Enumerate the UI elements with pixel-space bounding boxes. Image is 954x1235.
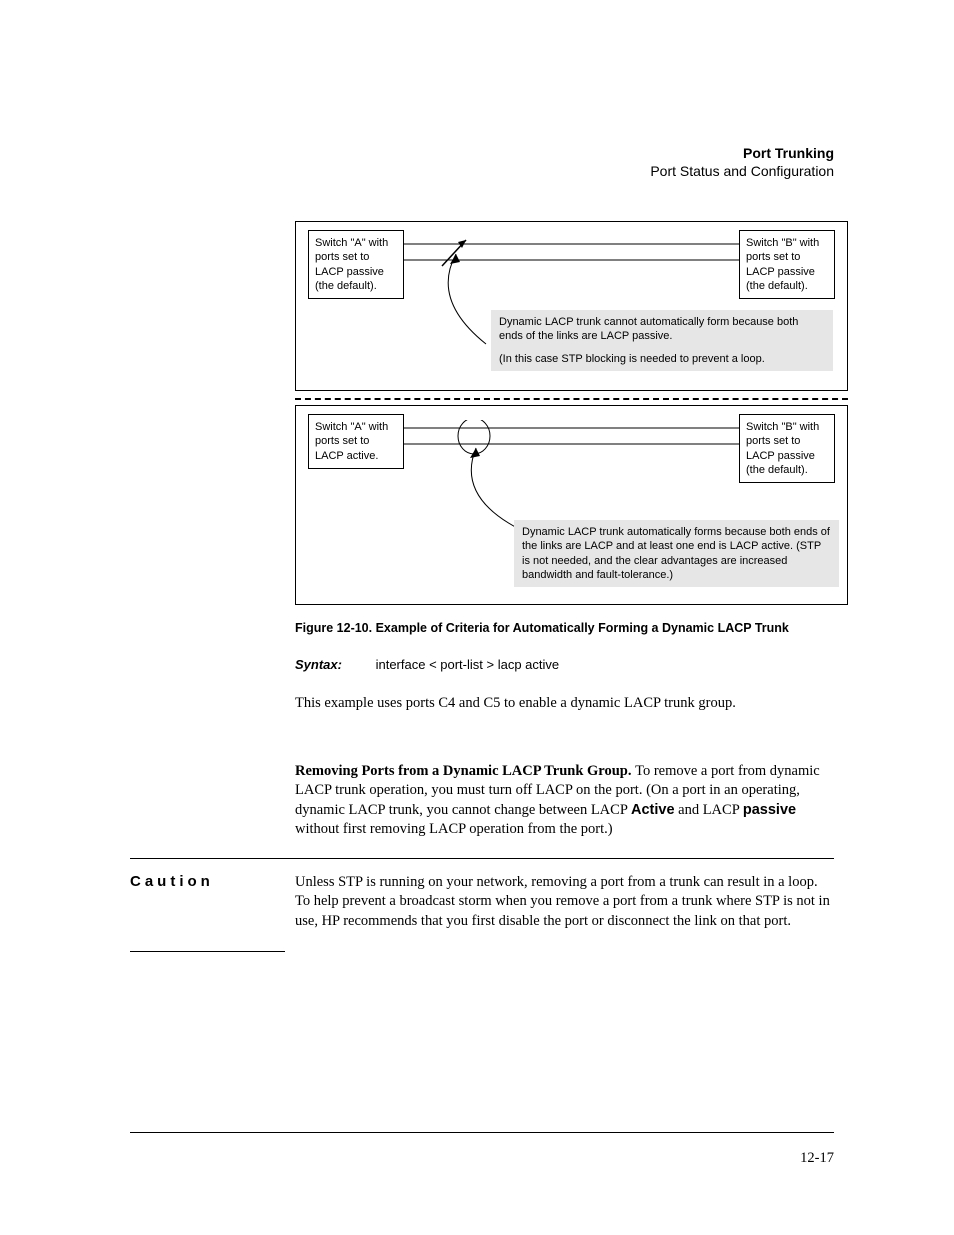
caution-label-wrap: Caution <box>130 873 285 952</box>
paragraph-removing: Removing Ports from a Dynamic LACP Trunk… <box>295 762 834 840</box>
active-bold: Active <box>631 802 675 818</box>
note-top-line1: Dynamic LACP trunk cannot automatically … <box>499 315 825 344</box>
switch-b-box-top: Switch "B" with ports set to LACP passiv… <box>739 230 835 299</box>
note-box-top: Dynamic LACP trunk cannot automatically … <box>491 310 833 371</box>
removing-lead-bold: Removing Ports from a Dynamic LACP Trunk… <box>295 763 635 779</box>
caution-label: Caution <box>130 873 214 890</box>
note-bottom-text: Dynamic LACP trunk automatically forms b… <box>522 525 831 582</box>
switch-a-box-bottom: Switch "A" with ports set to LACP active… <box>308 414 404 469</box>
syntax-line: Syntax: interface < port-list > lacp act… <box>295 657 834 672</box>
syntax-label: Syntax: <box>295 657 342 672</box>
removing-text-mid: and LACP <box>675 802 743 818</box>
footer-rule <box>130 1132 834 1133</box>
diagram-panel-top: Switch "A" with ports set to LACP passiv… <box>295 221 848 391</box>
page-container: Port Trunking Port Status and Configurat… <box>0 0 954 1235</box>
header-title: Port Trunking <box>130 145 834 161</box>
note-box-bottom: Dynamic LACP trunk automatically forms b… <box>514 520 839 587</box>
caution-block: Caution Unless STP is running on your ne… <box>130 858 834 932</box>
header-subtitle: Port Status and Configuration <box>130 163 834 179</box>
content-column: Switch "A" with ports set to LACP passiv… <box>295 221 834 840</box>
passive-bold: passive <box>743 802 796 818</box>
diagram-panel-bottom: Switch "A" with ports set to LACP active… <box>295 405 848 605</box>
running-header: Port Trunking Port Status and Configurat… <box>130 145 834 179</box>
page-number: 12-17 <box>800 1150 834 1167</box>
switch-b-box-bottom: Switch "B" with ports set to LACP passiv… <box>739 414 835 483</box>
figure-caption: Figure 12-10. Example of Criteria for Au… <box>295 621 834 635</box>
panel-divider <box>295 398 848 400</box>
paragraph-example: This example uses ports C4 and C5 to ena… <box>295 694 834 714</box>
figure-diagram: Switch "A" with ports set to LACP passiv… <box>295 221 848 605</box>
caution-text: Unless STP is running on your network, r… <box>295 873 834 932</box>
switch-a-box-top: Switch "A" with ports set to LACP passiv… <box>308 230 404 299</box>
syntax-command: interface < port-list > lacp active <box>376 657 560 672</box>
note-top-line2: (In this case STP blocking is needed to … <box>499 352 825 366</box>
removing-text-b: without first removing LACP operation fr… <box>295 821 613 837</box>
